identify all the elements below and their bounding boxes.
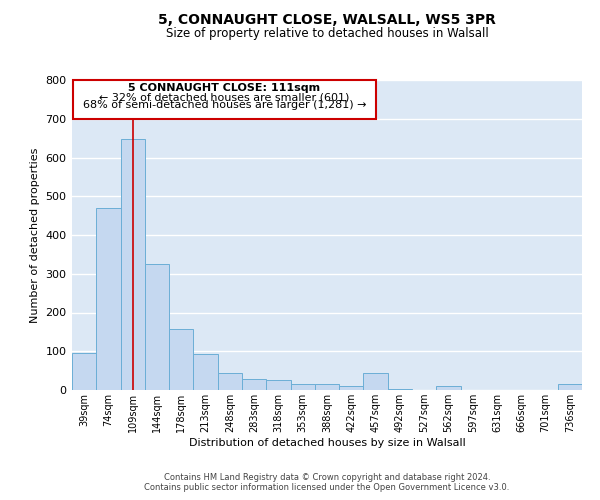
Text: ← 32% of detached houses are smaller (601): ← 32% of detached houses are smaller (60… bbox=[99, 92, 350, 102]
Y-axis label: Number of detached properties: Number of detached properties bbox=[30, 148, 40, 322]
Text: 5 CONNAUGHT CLOSE: 111sqm: 5 CONNAUGHT CLOSE: 111sqm bbox=[128, 83, 320, 93]
Bar bbox=[169, 329, 193, 390]
Bar bbox=[266, 380, 290, 390]
Text: Contains HM Land Registry data © Crown copyright and database right 2024.: Contains HM Land Registry data © Crown c… bbox=[164, 474, 490, 482]
Bar bbox=[121, 139, 145, 390]
Bar bbox=[315, 384, 339, 390]
Bar bbox=[72, 353, 96, 390]
Bar bbox=[145, 264, 169, 390]
Bar bbox=[558, 384, 582, 390]
FancyBboxPatch shape bbox=[73, 80, 376, 118]
Text: Contains public sector information licensed under the Open Government Licence v3: Contains public sector information licen… bbox=[145, 484, 509, 492]
Bar bbox=[339, 386, 364, 390]
Bar bbox=[388, 389, 412, 390]
Text: 68% of semi-detached houses are larger (1,281) →: 68% of semi-detached houses are larger (… bbox=[83, 100, 366, 110]
Bar bbox=[364, 374, 388, 390]
Bar bbox=[242, 379, 266, 390]
Bar bbox=[290, 384, 315, 390]
Bar bbox=[96, 208, 121, 390]
Bar bbox=[436, 386, 461, 390]
Text: Size of property relative to detached houses in Walsall: Size of property relative to detached ho… bbox=[166, 28, 488, 40]
Bar bbox=[218, 374, 242, 390]
Bar bbox=[193, 354, 218, 390]
Text: 5, CONNAUGHT CLOSE, WALSALL, WS5 3PR: 5, CONNAUGHT CLOSE, WALSALL, WS5 3PR bbox=[158, 12, 496, 26]
X-axis label: Distribution of detached houses by size in Walsall: Distribution of detached houses by size … bbox=[188, 438, 466, 448]
